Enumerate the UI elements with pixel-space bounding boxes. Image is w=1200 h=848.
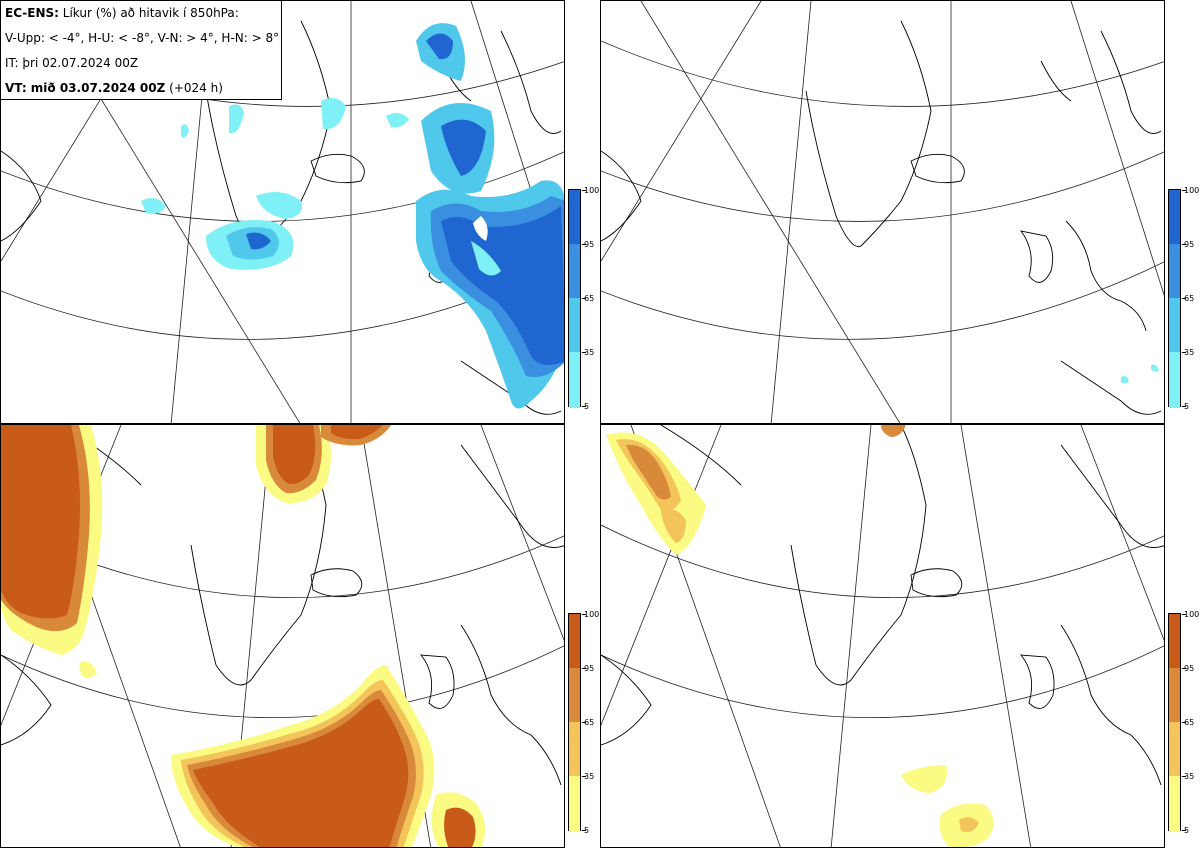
lead-time: (+024 h): [169, 81, 223, 95]
colorbar-label-35: 35: [1184, 772, 1195, 781]
info-line-4: VT: mið 03.07.2024 00Z (+024 h): [5, 76, 277, 101]
variable-description: Líkur (%) að hitavik í 850hPa:: [62, 6, 239, 20]
coastlines: [601, 425, 1164, 786]
colorbar-label-35: 35: [584, 772, 595, 781]
probability-shading-orange: [1, 425, 485, 847]
colorbar-blue-top-left: 100 95 65 35 5: [568, 187, 599, 411]
info-line-2: V-Upp: < -4°, H-U: < -8°, V-N: > 4°, H-N…: [5, 31, 280, 45]
info-line-3: IT: þri 02.07.2024 00Z: [5, 56, 139, 70]
colorbar-label-5: 5: [1184, 826, 1190, 835]
colorbar-label-100: 100: [1184, 610, 1200, 619]
model-name: EC-ENS:: [5, 6, 59, 20]
map-panel-bottom-right: [600, 424, 1165, 848]
colorbar-label-65: 65: [584, 294, 595, 303]
colorbar-blue-top-right: 100 95 65 35 5: [1168, 187, 1199, 411]
map-panel-bottom-left: [0, 424, 565, 848]
colorbar-label-65: 65: [1184, 718, 1195, 727]
colorbar-label-65: 65: [1184, 294, 1195, 303]
colorbar-label-100: 100: [584, 610, 600, 619]
colorbar-orange-bottom-left: 100 95 65 35 5: [568, 611, 599, 835]
forecast-info-box: EC-ENS: Líkur (%) að hitavik í 850hPa: V…: [0, 0, 282, 100]
colorbar-label-95: 95: [1184, 240, 1195, 249]
colorbar-label-5: 5: [1184, 402, 1190, 411]
probability-shading-blue: [141, 23, 564, 409]
valid-time: VT: mið 03.07.2024 00Z: [5, 81, 166, 95]
probability-shading-orange: [606, 425, 994, 847]
graticule: [601, 1, 1164, 423]
info-line-1: EC-ENS: Líkur (%) að hitavik í 850hPa:: [5, 1, 277, 26]
colorbar-label-100: 100: [1184, 186, 1200, 195]
colorbar-label-5: 5: [584, 402, 590, 411]
map-top-right: [601, 1, 1164, 423]
probability-shading-blue: [1121, 364, 1159, 384]
colorbar-label-95: 95: [584, 664, 595, 673]
colorbar-label-5: 5: [584, 826, 590, 835]
colorbar-label-65: 65: [584, 718, 595, 727]
colorbar-label-35: 35: [584, 348, 595, 357]
map-panel-top-right: [600, 0, 1165, 424]
colorbar-label-95: 95: [584, 240, 595, 249]
coastlines: [601, 20, 1162, 415]
map-panel-top-left: [0, 0, 565, 424]
colorbar-label-95: 95: [1184, 664, 1195, 673]
colorbar-label-35: 35: [1184, 348, 1195, 357]
map-bottom-right: [601, 425, 1164, 847]
colorbar-label-100: 100: [584, 186, 600, 195]
map-bottom-left: [1, 425, 564, 847]
map-top-left: [1, 1, 564, 423]
colorbar-orange-bottom-right: 100 95 65 35 5: [1168, 611, 1199, 835]
